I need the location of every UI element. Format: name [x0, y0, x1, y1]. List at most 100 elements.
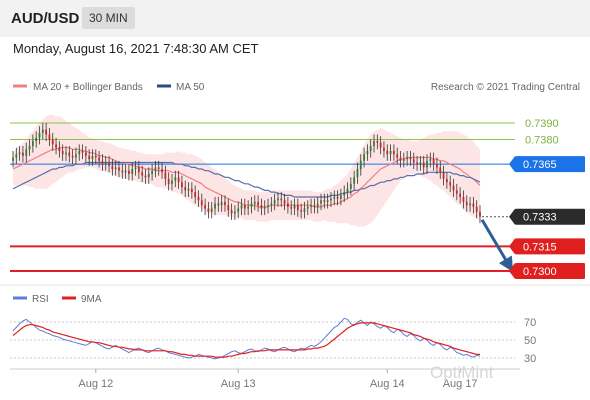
- candle-body: [15, 154, 18, 158]
- candle-body: [442, 172, 445, 179]
- candle-body: [343, 192, 346, 196]
- candle-body: [449, 182, 452, 186]
- legend-ma20-label: MA 20 + Bollinger Bands: [33, 82, 143, 93]
- candle-body: [121, 170, 124, 173]
- candle-body: [399, 157, 402, 161]
- candle-body: [134, 167, 137, 170]
- candle-body: [157, 167, 160, 170]
- candle-body: [174, 177, 177, 181]
- candle-body: [151, 170, 154, 174]
- candle-body: [432, 159, 435, 165]
- candle-body: [68, 152, 71, 156]
- candle-body: [445, 178, 448, 183]
- candle-body: [141, 172, 144, 176]
- candle-body: [22, 152, 24, 156]
- candle-body: [234, 211, 236, 214]
- candle-body: [94, 155, 97, 158]
- candle-body: [320, 200, 322, 204]
- candle-body: [51, 139, 54, 145]
- level-tag-pointer: [509, 208, 515, 225]
- candle-body: [128, 170, 130, 174]
- candle-body: [303, 208, 306, 212]
- instrument-title: AUD/USD: [11, 10, 80, 27]
- bollinger-band-area: [13, 114, 480, 227]
- candle-body: [386, 150, 389, 155]
- x-axis: Aug 12 Aug 13 Aug 14 Aug 17: [78, 369, 478, 390]
- candle-body: [31, 141, 34, 147]
- legend-9ma-label: 9MA: [81, 294, 102, 305]
- candle-body: [18, 152, 21, 155]
- candle-body: [200, 200, 203, 206]
- candle-body: [250, 203, 253, 207]
- candle-body: [41, 129, 44, 133]
- candle-body: [330, 198, 332, 201]
- candle-body: [462, 197, 465, 202]
- candle-body: [65, 152, 67, 155]
- candle-body: [472, 203, 475, 207]
- candle-body: [12, 157, 14, 161]
- price-levels: [10, 122, 515, 272]
- candle-body: [475, 206, 478, 212]
- timeframe-badge[interactable]: 30 MIN: [82, 7, 135, 29]
- candle-body: [349, 183, 352, 189]
- candle-body: [28, 146, 31, 150]
- candle-body: [224, 201, 226, 206]
- candle-body: [333, 197, 336, 199]
- candle-body: [253, 201, 256, 204]
- candle-body: [339, 195, 342, 199]
- candle-body: [452, 185, 455, 191]
- candle-body: [243, 205, 246, 209]
- candle-body: [436, 164, 438, 168]
- candle-body: [422, 162, 425, 168]
- candle-body: [273, 200, 276, 204]
- ma50-line: [12, 161, 481, 198]
- candle-body: [313, 205, 316, 207]
- candle-body: [114, 167, 117, 170]
- candle-body: [55, 144, 57, 148]
- candle-body: [35, 137, 38, 142]
- candle-body: [277, 198, 279, 201]
- moving-averages: [12, 147, 481, 208]
- x-tick-label: Aug 13: [221, 378, 256, 390]
- candle-body: [75, 154, 77, 158]
- candle-body: [25, 149, 28, 156]
- forecast-arrow: [480, 218, 514, 273]
- candle-body: [356, 169, 359, 178]
- candle-body: [412, 159, 415, 163]
- candle-body: [190, 188, 193, 193]
- candle-body: [78, 150, 81, 155]
- candle-body: [197, 197, 200, 201]
- candle-body: [402, 159, 405, 161]
- candle-body: [58, 147, 61, 151]
- candle-body: [290, 206, 293, 209]
- candle-body: [359, 160, 362, 170]
- bollinger-bands: [13, 114, 480, 227]
- candle-body: [227, 205, 230, 211]
- candle-body: [61, 150, 64, 155]
- candle-body: [91, 155, 94, 160]
- candle-body: [369, 146, 372, 151]
- level-tag-pointer: [509, 263, 515, 279]
- candle-body: [177, 177, 180, 183]
- ma20-line: [12, 147, 481, 208]
- candle-body: [392, 150, 395, 155]
- candle-body: [346, 188, 349, 193]
- candle-body: [164, 172, 167, 179]
- candle-body: [429, 159, 432, 161]
- x-tick-label: Aug 17: [443, 378, 478, 390]
- candle-body: [167, 178, 170, 184]
- candle-body: [230, 210, 233, 214]
- level-label-pivot: 0.7365: [523, 159, 557, 171]
- level-label-support: 0.7300: [523, 266, 557, 278]
- candle-body: [171, 180, 173, 184]
- level-label-support: 0.7315: [523, 241, 557, 253]
- candle-body: [406, 157, 409, 160]
- candle-body: [439, 167, 442, 173]
- rsi-series-rsi: [12, 317, 481, 360]
- candle-body: [217, 203, 220, 206]
- candle-body: [131, 169, 134, 174]
- candle-body: [366, 150, 369, 155]
- candle-body: [310, 205, 312, 207]
- level-tag-support: [515, 263, 585, 279]
